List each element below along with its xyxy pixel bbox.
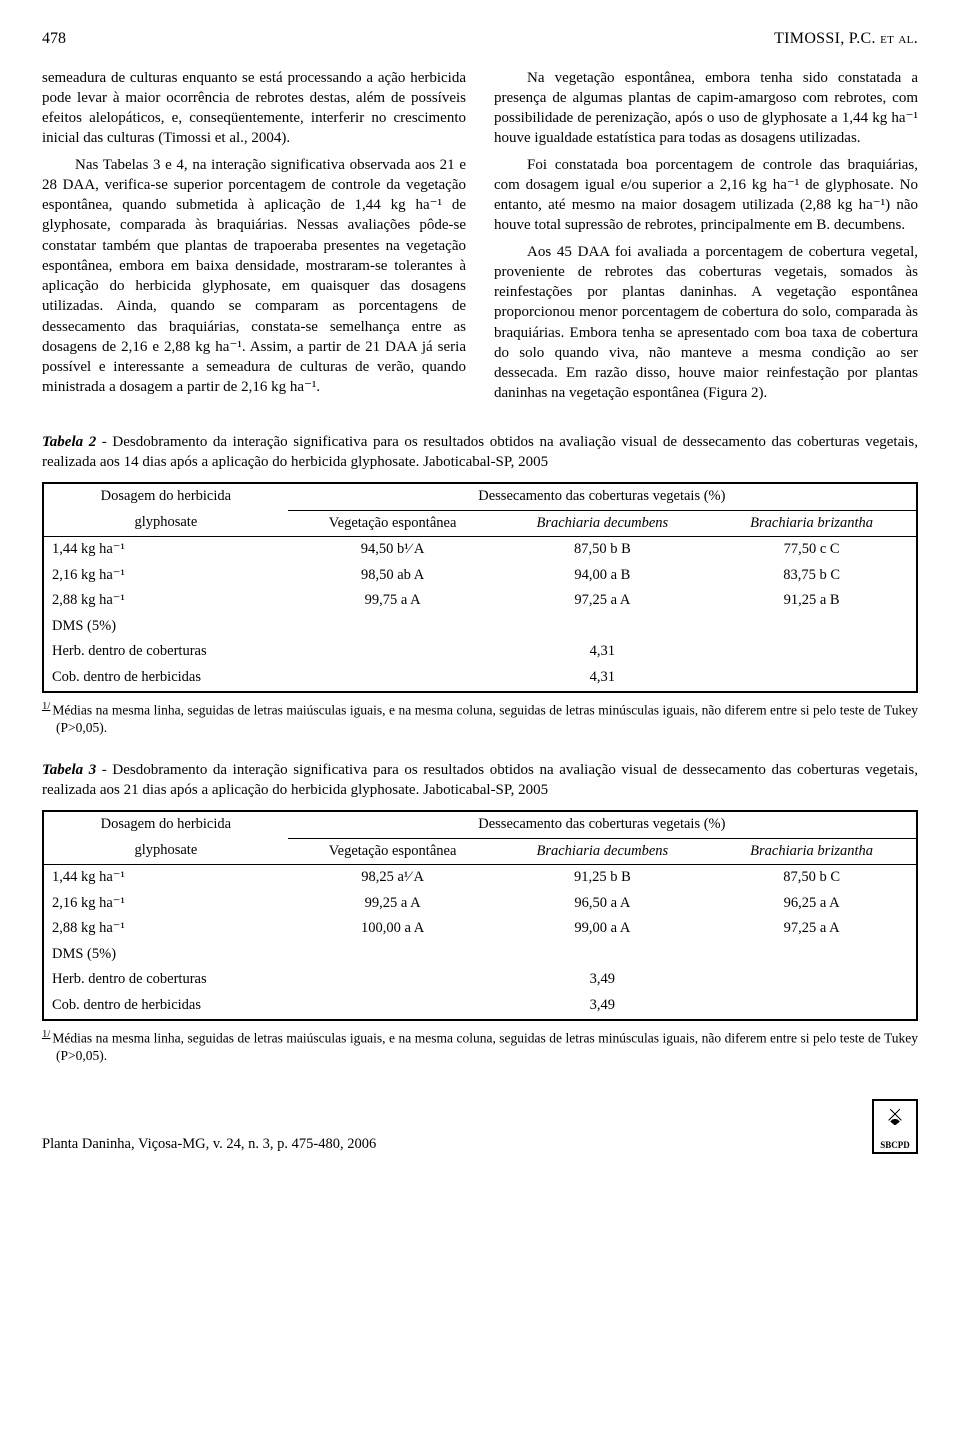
- td-dms-row: Cob. dentro de herbicidas: [43, 993, 288, 1020]
- page-header: 478 TIMOSSI, P.C. et al.: [42, 28, 918, 50]
- td: 96,25 a A: [707, 891, 917, 917]
- logo-text: SBCPD: [880, 1139, 910, 1151]
- journal-reference: Planta Daninha, Viçosa-MG, v. 24, n. 3, …: [42, 1135, 376, 1155]
- td: 99,25 a A: [288, 891, 498, 917]
- th-c1: Vegetação espontânea: [288, 838, 498, 865]
- td: 87,50 b B: [497, 537, 707, 563]
- td-dose: 2,88 kg ha⁻¹: [43, 588, 288, 614]
- right-column: Na vegetação espontânea, embora tenha si…: [494, 68, 918, 410]
- left-column: semeadura de culturas enquanto se está p…: [42, 68, 466, 410]
- table3-label: Tabela 3: [42, 762, 96, 778]
- th-dose-b: glyphosate: [43, 838, 288, 865]
- th-c1: Vegetação espontânea: [288, 510, 498, 537]
- td: 94,00 a B: [497, 563, 707, 589]
- th-dose-a: Dosagem do herbicida: [43, 811, 288, 838]
- leaf-icon: [884, 1103, 906, 1125]
- body-columns: semeadura de culturas enquanto se está p…: [42, 68, 918, 410]
- td-dms-val: 3,49: [497, 993, 707, 1020]
- td: 99,75 a A: [288, 588, 498, 614]
- table2-caption-text: - Desdobramento da interação significati…: [42, 434, 918, 470]
- td-dose: 1,44 kg ha⁻¹: [43, 865, 288, 891]
- th-dose-b: glyphosate: [43, 510, 288, 537]
- td-dms-val: 4,31: [497, 639, 707, 665]
- th-span: Dessecamento das coberturas vegetais (%): [288, 483, 917, 510]
- table3-caption-text: - Desdobramento da interação significati…: [42, 762, 918, 798]
- table2: Dosagem do herbicida Dessecamento das co…: [42, 482, 918, 693]
- table2-caption: Tabela 2 - Desdobramento da interação si…: [42, 432, 918, 473]
- th-c2: Brachiaria decumbens: [497, 838, 707, 865]
- paragraph: Na vegetação espontânea, embora tenha si…: [494, 68, 918, 149]
- table3-footnote: 1/Médias na mesma linha, seguidas de let…: [42, 1027, 918, 1066]
- paragraph: Nas Tabelas 3 e 4, na interação signific…: [42, 155, 466, 398]
- td: 87,50 b C: [707, 865, 917, 891]
- paragraph: semeadura de culturas enquanto se está p…: [42, 68, 466, 149]
- td-dose: 2,88 kg ha⁻¹: [43, 916, 288, 942]
- td: 98,50 ab A: [288, 563, 498, 589]
- th-c3: Brachiaria brizantha: [707, 838, 917, 865]
- td: 97,25 a A: [707, 916, 917, 942]
- th-span: Dessecamento das coberturas vegetais (%): [288, 811, 917, 838]
- td: 100,00 a A: [288, 916, 498, 942]
- td-dms-row: Cob. dentro de herbicidas: [43, 665, 288, 692]
- td-dms-row: Herb. dentro de coberturas: [43, 639, 288, 665]
- table2-label: Tabela 2: [42, 434, 96, 450]
- paragraph: Aos 45 DAA foi avaliada a porcentagem de…: [494, 242, 918, 404]
- td-dms-val: 4,31: [497, 665, 707, 692]
- td-dose: 2,16 kg ha⁻¹: [43, 891, 288, 917]
- table3-caption: Tabela 3 - Desdobramento da interação si…: [42, 760, 918, 801]
- table2-footnote: 1/Médias na mesma linha, seguidas de let…: [42, 699, 918, 738]
- td: 77,50 c C: [707, 537, 917, 563]
- td: 97,25 a A: [497, 588, 707, 614]
- running-author: TIMOSSI, P.C. et al.: [774, 28, 918, 50]
- table3: Dosagem do herbicida Dessecamento das co…: [42, 810, 918, 1021]
- td-dose: 1,44 kg ha⁻¹: [43, 537, 288, 563]
- page-footer: Planta Daninha, Viçosa-MG, v. 24, n. 3, …: [42, 1099, 918, 1154]
- td-dms-label: DMS (5%): [43, 614, 288, 640]
- td-dose: 2,16 kg ha⁻¹: [43, 563, 288, 589]
- td-dms-label: DMS (5%): [43, 942, 288, 968]
- footnote-mark: 1/: [42, 1028, 50, 1040]
- td: 96,50 a A: [497, 891, 707, 917]
- td-dms-val: 3,49: [497, 967, 707, 993]
- td: 91,25 b B: [497, 865, 707, 891]
- td: 83,75 b C: [707, 563, 917, 589]
- td: 91,25 a B: [707, 588, 917, 614]
- footnote-mark: 1/: [42, 700, 50, 712]
- th-c3: Brachiaria brizantha: [707, 510, 917, 537]
- th-dose-a: Dosagem do herbicida: [43, 483, 288, 510]
- td: 98,25 a¹⁄ A: [288, 865, 498, 891]
- td-dms-row: Herb. dentro de coberturas: [43, 967, 288, 993]
- th-c2: Brachiaria decumbens: [497, 510, 707, 537]
- td: 99,00 a A: [497, 916, 707, 942]
- td: 94,50 b¹⁄ A: [288, 537, 498, 563]
- sbcpd-logo: SBCPD: [872, 1099, 918, 1154]
- page-number: 478: [42, 28, 66, 50]
- paragraph: Foi constatada boa porcentagem de contro…: [494, 155, 918, 236]
